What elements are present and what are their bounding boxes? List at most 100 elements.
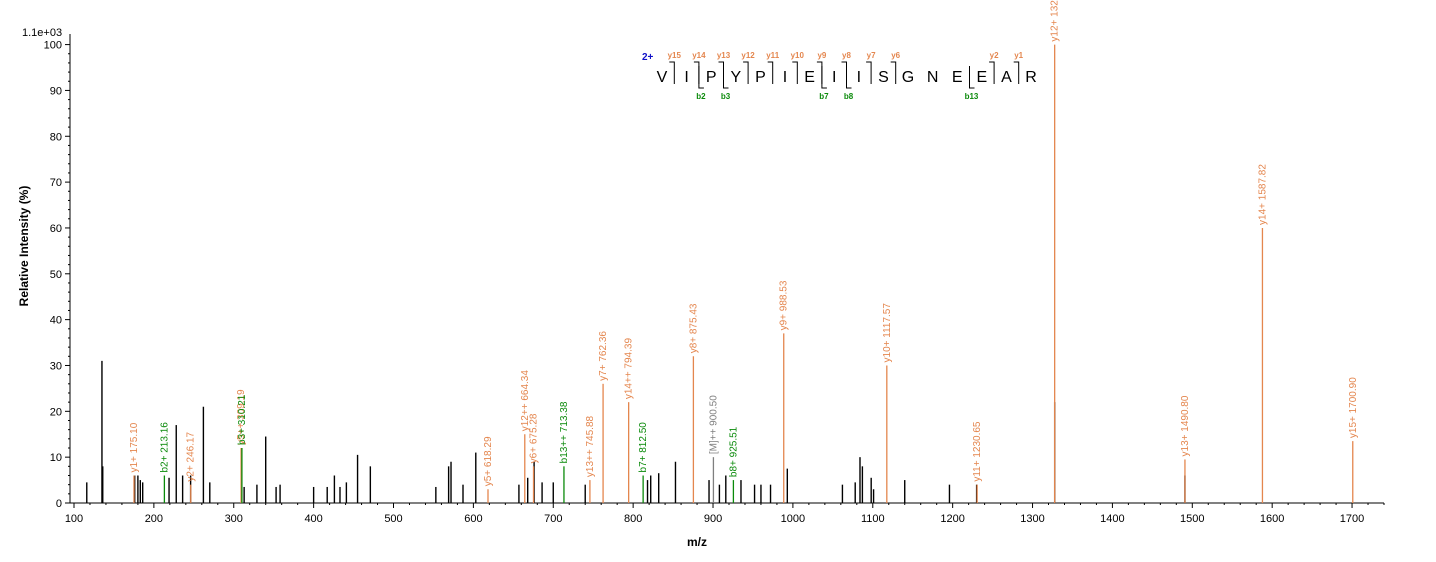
sequence-residue: A [1001,69,1012,86]
sequence-residue: E [952,69,963,86]
charge-state: 2+ [642,52,654,63]
y-fragment-label: y8 [842,51,851,60]
y-fragment-bracket [792,61,798,84]
peak-label: y14+ 1587.82 [1257,164,1268,225]
scale-label: 1.1e+03 [22,27,62,39]
peak-label: y7+ 762.36 [598,331,609,381]
b-fragment-label: b2 [696,92,706,101]
sequence-residue: Y [730,69,741,86]
x-tick-label: 100 [65,513,83,525]
y-fragment-label: y7 [867,51,876,60]
y-fragment-bracket [743,61,749,84]
x-tick-label: 1300 [1020,513,1044,525]
y-tick-label: 70 [50,177,62,189]
axes: 0 10 20 30 40 50 60 70 80 90 100 100 200 300 400 500 600… [44,34,1385,525]
peak-label: y15+ 1700.90 [1348,377,1359,438]
peaks [86,44,1354,503]
peak-label: y10+ 1117.57 [882,303,893,363]
y-tick-label: 100 [44,40,62,52]
sequence-residue: N [927,69,939,86]
y-fragment-label: y10 [791,51,805,60]
peak-label: [M]++ 900.50 [708,395,719,454]
y-fragment-bracket [841,61,847,84]
y-tick-label: 80 [50,131,62,143]
peak-label: b8+ 925.51 [728,426,739,477]
x-tick-label: 300 [225,513,243,525]
peak-label: y13++ 745.88 [585,415,596,477]
y-fragment-label: y1 [1014,51,1023,60]
peak-label: y2+ 246.17 [186,431,197,481]
sequence-residue: G [902,69,914,86]
x-tick-label: 700 [544,513,562,525]
peak-label: y12+ 1327.71 [1050,0,1061,42]
sequence-residue: I [684,69,688,86]
sequence-residue: E [976,69,987,86]
y-fragment-bracket [718,61,724,84]
y-tick-label: 60 [50,223,62,235]
y-fragment-label: y2 [990,51,999,60]
peak-label: y6+ 675.28 [529,413,540,463]
x-tick-label: 1700 [1340,513,1364,525]
peak-label: y11+ 1230.65 [972,421,983,482]
y-tick-label: 0 [56,498,62,510]
peak-label: y12++ 664.34 [520,370,531,432]
b-fragment-label: b13 [965,92,979,101]
x-axis-title: m/z [687,535,707,549]
b-fragment-label: b8 [844,92,854,101]
x-tick-label: 1400 [1100,513,1124,525]
x-tick-label: 800 [624,513,642,525]
peak-label: b3+ 310.21 [237,394,248,445]
x-tick-label: 1100 [861,513,885,525]
y-tick-label: 10 [50,452,62,464]
y-fragment-label: y15 [668,51,682,60]
peak-label: y1+ 175.10 [129,422,140,472]
sequence-residue: I [783,69,787,86]
sequence-residue: E [804,69,815,86]
peak-label: b13++ 713.38 [559,401,570,463]
peak-label: y5+ 618.29 [483,436,494,486]
y-tick-label: 20 [50,406,62,418]
y-tick-label: 50 [50,269,62,281]
peak-label: y14++ 794.39 [624,338,635,400]
b-fragment-label: b3 [721,92,731,101]
y-fragment-label: y12 [741,51,755,60]
sequence-residue: V [657,69,668,86]
x-tick-label: 900 [704,513,722,525]
y-tick-label: 90 [50,85,62,97]
x-tick-label: 400 [304,513,322,525]
b-fragment-bracket [821,66,827,89]
b-fragment-label: b7 [819,92,829,101]
sequence-residue: I [857,69,861,86]
y-fragment-bracket [767,61,774,84]
sequence-residue: R [1025,69,1037,86]
b-fragment-bracket [846,66,852,89]
x-tick-label: 500 [384,513,402,525]
sequence-residue: I [832,69,836,86]
peak-label: y5++ 309.19 [236,389,247,445]
peak-labels: y1+ 175.10 b2+ 213.16 y2+ 246.17 y5++ 309.1… [129,0,1359,486]
peak-label: y13+ 1490.80 [1180,395,1191,456]
x-tick-label: 1500 [1180,513,1204,525]
y-fragment-bracket [866,61,872,84]
y-fragment-label: y11 [766,51,779,60]
peak-label: b7+ 812.50 [638,422,649,473]
sequence-residue: P [706,69,717,86]
b-fragment-bracket [969,66,975,89]
y-fragment-bracket [669,61,675,84]
peak-label: y8+ 875.43 [688,303,699,353]
b-fragment-bracket [723,66,729,89]
y-fragment-bracket [989,61,995,84]
y-tick-label: 40 [50,315,62,327]
y-fragment-bracket [1013,61,1020,84]
x-tick-label: 600 [464,513,482,525]
peak-label: b2+ 213.16 [159,422,170,473]
y-axis-title: Relative Intensity (%) [17,186,31,307]
y-fragment-bracket [693,61,700,84]
b-fragment-bracket [698,66,704,89]
x-tick-label: 1200 [940,513,964,525]
y-fragment-bracket [816,61,823,84]
x-tick-label: 1600 [1260,513,1284,525]
y-tick-label: 30 [50,360,62,372]
y-fragment-bracket [890,61,897,84]
sequence-residue: S [878,69,889,86]
